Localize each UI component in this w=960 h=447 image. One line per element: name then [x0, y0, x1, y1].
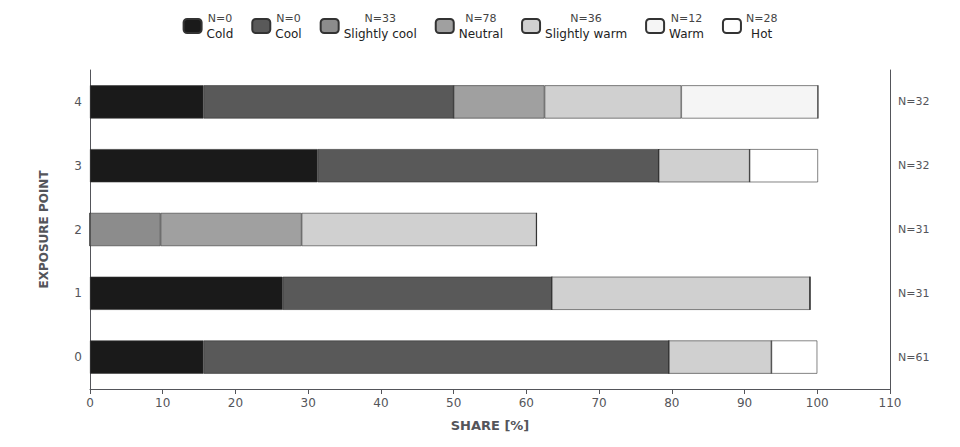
svg-text:N=33: N=33	[364, 12, 395, 25]
svg-text:N=32: N=32	[898, 159, 929, 172]
svg-text:SHARE [%]: SHARE [%]	[451, 418, 530, 433]
svg-text:3: 3	[74, 159, 82, 173]
svg-text:Cool: Cool	[275, 27, 301, 41]
svg-text:1: 1	[74, 286, 82, 300]
svg-text:Slightly cool: Slightly cool	[344, 27, 417, 41]
svg-text:0: 0	[74, 350, 82, 364]
svg-text:EXPOSURE POINT: EXPOSURE POINT	[37, 170, 51, 289]
svg-text:N=31: N=31	[898, 287, 929, 300]
svg-text:20: 20	[228, 396, 243, 410]
svg-text:N=31: N=31	[898, 223, 929, 236]
svg-text:10: 10	[155, 396, 170, 410]
svg-text:N=32: N=32	[898, 95, 929, 108]
svg-text:Warm: Warm	[669, 27, 704, 41]
svg-text:Hot: Hot	[751, 27, 772, 41]
svg-text:N=61: N=61	[898, 351, 929, 364]
svg-text:50: 50	[446, 396, 461, 410]
svg-text:N=0: N=0	[208, 12, 232, 25]
svg-text:0: 0	[86, 396, 94, 410]
svg-text:2: 2	[74, 223, 82, 237]
svg-text:80: 80	[664, 396, 679, 410]
svg-text:70: 70	[591, 396, 606, 410]
svg-text:N=0: N=0	[276, 12, 300, 25]
svg-text:Neutral: Neutral	[459, 27, 503, 41]
svg-text:40: 40	[373, 396, 388, 410]
svg-text:110: 110	[879, 396, 902, 410]
svg-text:60: 60	[519, 396, 534, 410]
svg-text:100: 100	[806, 396, 829, 410]
svg-text:4: 4	[74, 95, 82, 109]
svg-text:Slightly warm: Slightly warm	[545, 27, 627, 41]
svg-text:30: 30	[301, 396, 316, 410]
svg-text:N=28: N=28	[746, 12, 777, 25]
svg-text:Cold: Cold	[207, 27, 234, 41]
svg-text:N=36: N=36	[570, 12, 601, 25]
svg-text:90: 90	[737, 396, 752, 410]
svg-text:N=78: N=78	[465, 12, 496, 25]
svg-text:N=12: N=12	[671, 12, 702, 25]
